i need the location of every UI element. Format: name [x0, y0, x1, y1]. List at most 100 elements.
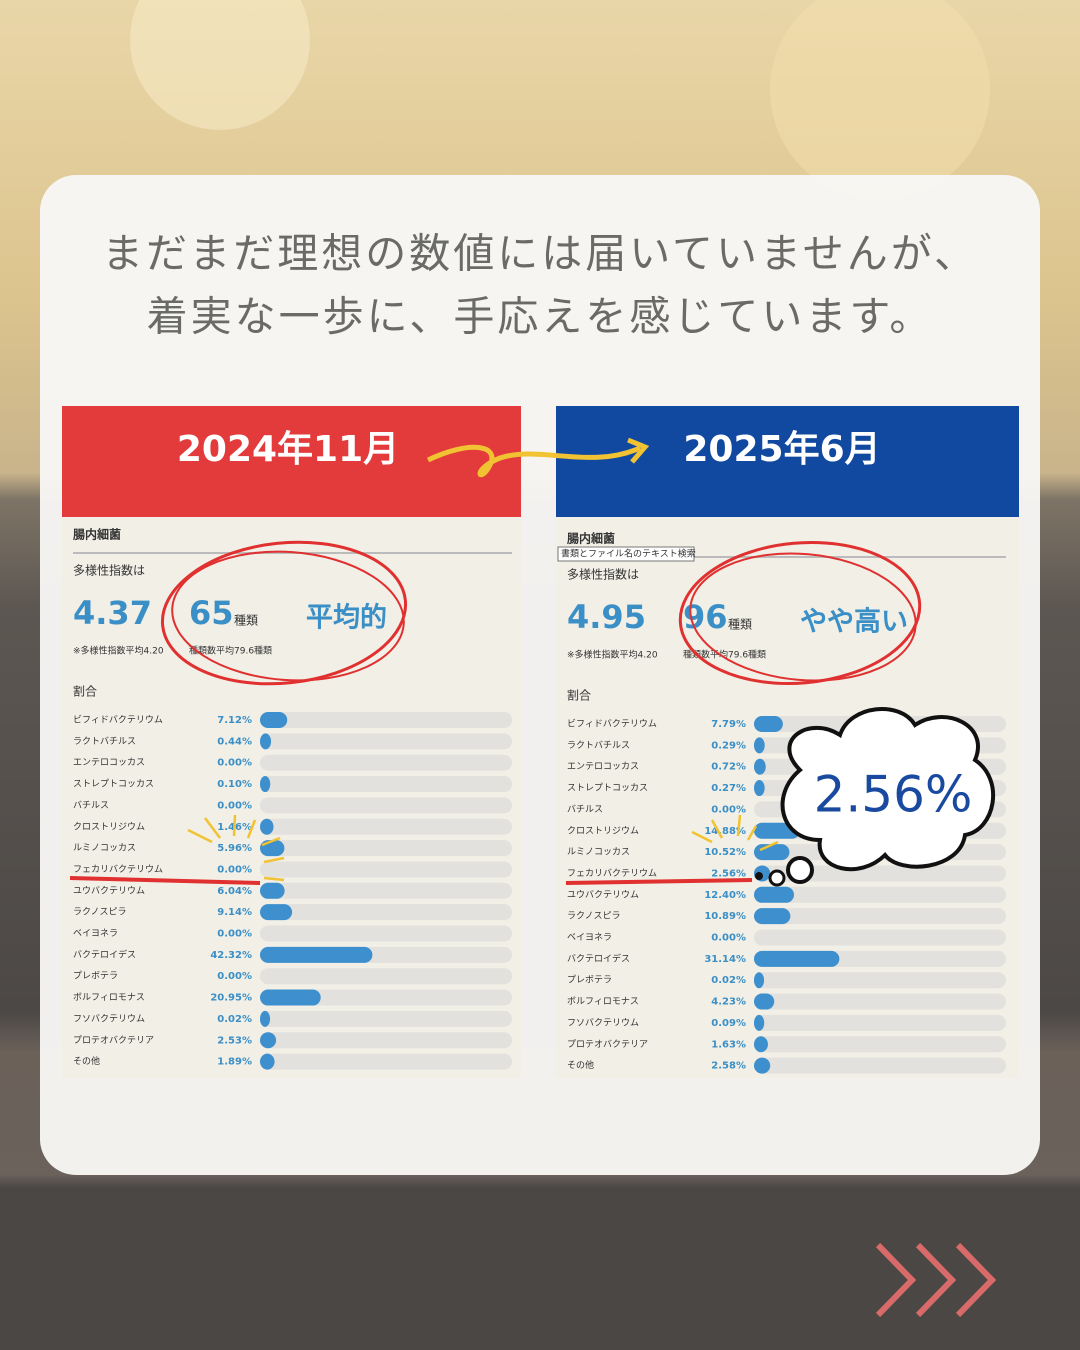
bacteria-name: ストレプトコッカス — [567, 783, 648, 794]
bacteria-name: ベイヨネラ — [73, 928, 118, 939]
species-unit: 種類 — [234, 614, 258, 628]
rating: 平均的 — [306, 602, 387, 634]
bar — [260, 946, 373, 963]
bokeh — [130, 0, 310, 130]
bacteria-percent: 0.00% — [711, 933, 746, 944]
bar-track — [260, 1010, 512, 1027]
bacteria-name: バチルス — [567, 804, 603, 815]
thought-bubble — [755, 872, 763, 880]
bacteria-percent: 5.96% — [217, 843, 252, 854]
bar-track — [754, 972, 1006, 989]
bacteria-percent: 0.00% — [217, 971, 252, 982]
bacteria-name: ボルフィロモナス — [73, 992, 145, 1003]
species-count: 96 — [683, 598, 728, 636]
species-count: 65 — [189, 594, 234, 632]
bacteria-percent: 0.27% — [711, 783, 746, 794]
bacteria-percent: 20.95% — [210, 993, 252, 1004]
callout: 2.56% — [814, 766, 973, 824]
bar-track — [260, 712, 512, 728]
bar — [260, 840, 285, 857]
bar — [260, 776, 271, 793]
bar — [260, 882, 285, 899]
bar — [260, 818, 274, 835]
sparkle — [691, 814, 779, 852]
bacteria-percent: 2.56% — [711, 868, 746, 879]
bacteria-percent: 0.10% — [217, 779, 252, 790]
bacteria-percent: 31.14% — [704, 954, 746, 965]
species-note: 種類数平均79.6種類 — [683, 649, 766, 661]
bar-track — [754, 886, 1006, 903]
bacteria-name: ビフィドバクテリウム — [567, 719, 657, 730]
bacteria-name: クロストリジウム — [567, 825, 639, 836]
next-chevrons[interactable] — [875, 1242, 997, 1318]
bacteria-name: クロストリジウム — [73, 821, 145, 832]
circle-mark — [678, 540, 922, 686]
date: 2024年11月 — [177, 429, 399, 470]
bar — [754, 908, 791, 925]
bacteria-percent: 0.02% — [217, 1014, 252, 1025]
section-title: 腸内細菌 — [567, 531, 615, 546]
bar-track — [260, 1053, 512, 1070]
bacteria-name: フェカリバクテリウム — [567, 868, 657, 879]
bacteria-name: ラクノスピラ — [73, 907, 126, 918]
bar — [754, 844, 790, 861]
bacteria-name: ボルフィロモナス — [567, 996, 639, 1007]
bar — [260, 712, 288, 728]
bar-track — [260, 968, 512, 985]
bacteria-name: フェカリバクテリウム — [73, 864, 163, 875]
bacteria-name: エンテロコッカス — [567, 761, 639, 772]
bar — [260, 1053, 275, 1070]
bar-track — [754, 1036, 1006, 1053]
bar-track — [754, 1014, 1006, 1031]
bokeh — [770, 0, 990, 200]
bacteria-name: ユウバクテリウム — [73, 885, 145, 896]
bar-track — [754, 1057, 1006, 1074]
bacteria-percent: 0.02% — [711, 975, 746, 986]
bacteria-percent: 2.53% — [217, 1035, 252, 1046]
bacteria-name: バクテロイデス — [73, 948, 136, 960]
bacteria-name: ラクトバチルス — [73, 736, 136, 747]
bacteria-name: エンテロコッカス — [73, 757, 145, 768]
underline — [565, 878, 753, 885]
index-label: 多様性指数は — [567, 567, 639, 582]
bar — [754, 1014, 765, 1031]
bacteria-percent: 7.79% — [711, 719, 746, 730]
bacteria-percent: 14.88% — [704, 826, 746, 837]
bar-track — [260, 797, 512, 814]
bar — [754, 1036, 768, 1053]
bacteria-name: ベイヨネラ — [567, 932, 612, 943]
bacteria-name: ビフィドバクテリウム — [73, 715, 163, 726]
ratio-label: 割合 — [567, 689, 591, 703]
circle-mark — [160, 540, 408, 686]
arrow-head — [627, 437, 650, 464]
bacteria-percent: 0.00% — [217, 864, 252, 875]
bacteria-percent: 1.63% — [711, 1039, 746, 1050]
species-unit: 種類 — [728, 618, 752, 632]
bacteria-percent: 0.72% — [711, 762, 746, 773]
bar-track — [260, 861, 512, 878]
index-label: 多様性指数は — [73, 563, 145, 578]
section-title: 腸内細菌 — [73, 527, 121, 542]
bar — [754, 993, 775, 1010]
arrow — [426, 444, 642, 478]
bar — [754, 780, 765, 797]
circle-mark — [171, 550, 405, 682]
bacteria-name: プレボテラ — [73, 971, 118, 982]
bacteria-name: ラクトバチルス — [567, 740, 630, 751]
bar — [754, 972, 765, 989]
bar-track — [754, 865, 1006, 882]
species-note: 種類数平均79.6種類 — [189, 645, 272, 657]
index-note: ※多様性指数平均4.20 — [73, 645, 164, 657]
decorations: 2.56% — [69, 437, 997, 1318]
bar — [754, 758, 766, 775]
bacteria-name: プレボテラ — [567, 975, 612, 986]
bar-track — [754, 908, 1006, 925]
bacteria-name: その他 — [567, 1059, 594, 1071]
date: 2025年6月 — [683, 429, 880, 470]
bar-track — [260, 904, 512, 921]
bacteria-percent: 12.40% — [704, 890, 746, 901]
bacteria-name: プロテオバクテリア — [567, 1039, 648, 1050]
diversity-index: 4.95 — [567, 598, 646, 636]
